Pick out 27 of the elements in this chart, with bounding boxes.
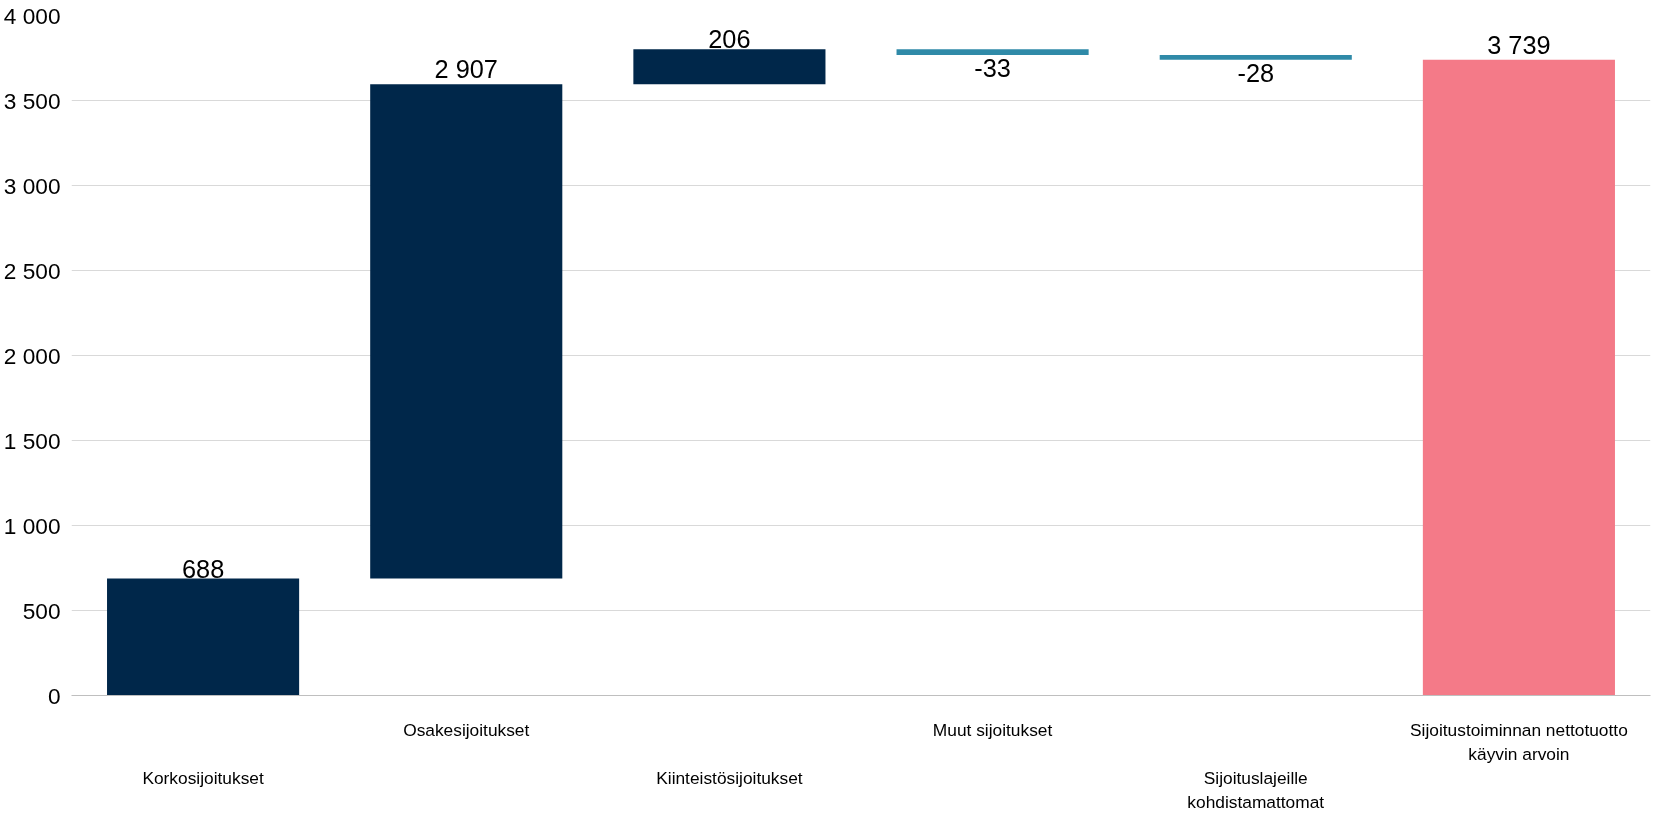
bar xyxy=(1159,54,1352,60)
y-tick-label: 3 000 xyxy=(3,172,61,199)
y-tick-label: 500 xyxy=(22,597,61,624)
data-label: 206 xyxy=(708,25,751,54)
data-label: 688 xyxy=(181,554,225,583)
x-tick-label: Korkosijoitukset xyxy=(142,767,264,788)
bar xyxy=(896,49,1089,55)
data-label: -33 xyxy=(974,53,1011,82)
bar xyxy=(1422,59,1615,696)
x-tick-label: Muut sijoitukset xyxy=(932,719,1053,740)
data-label: -28 xyxy=(1237,58,1275,87)
x-tick-label: Sijoituslajeille kohdistamattomat xyxy=(1187,767,1325,812)
data-label: 2 907 xyxy=(434,55,498,84)
y-tick-label: 1 500 xyxy=(3,427,61,454)
y-tick-label: 2 000 xyxy=(3,342,61,369)
y-tick-label: 2 500 xyxy=(3,257,61,284)
bar xyxy=(107,578,300,696)
y-tick-label: 1 000 xyxy=(3,512,61,539)
y-tick-label: 4 000 xyxy=(3,2,61,29)
x-tick-label: Sijoitustoiminnan nettotuotto käyvin arvoin xyxy=(1410,719,1628,764)
y-tick-label: 0 xyxy=(47,682,61,709)
data-label: 3 739 xyxy=(1487,30,1551,59)
y-tick-label: 3 500 xyxy=(3,87,61,114)
x-tick-label: Osakesijoitukset xyxy=(403,719,530,740)
x-tick-label: Kiinteistösijoitukset xyxy=(656,767,803,788)
bar xyxy=(633,49,826,85)
bar xyxy=(370,84,563,579)
